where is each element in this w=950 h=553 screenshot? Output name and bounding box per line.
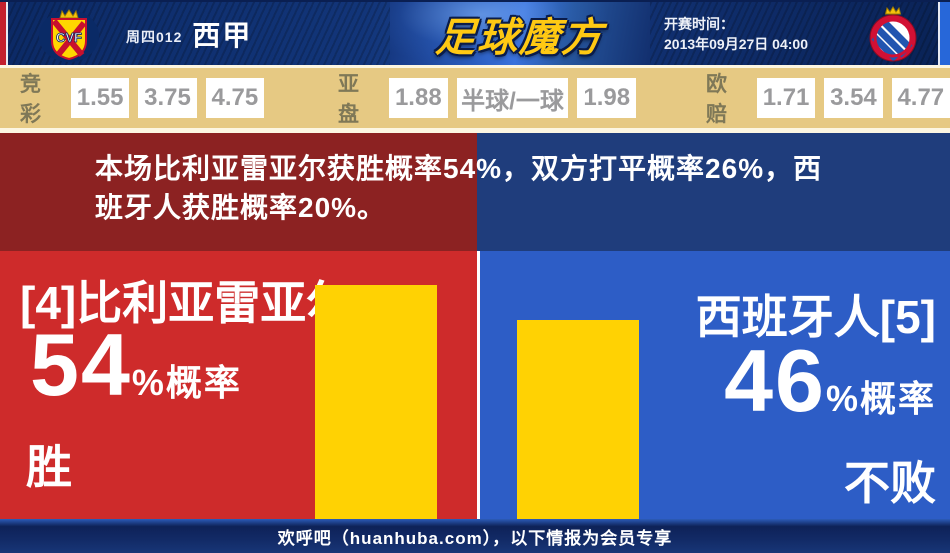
away-probability-bar [517, 320, 639, 519]
probability-summary-text: 本场比利亚雷亚尔获胜概率54%，双方打平概率26%，西 班牙人获胜概率20%。 [95, 149, 885, 227]
odds-group-yapan: 亚盘 1.88 半球/一球 1.98 [338, 68, 636, 128]
banner-home-half [0, 133, 477, 251]
site-logo: 足球魔方 [434, 15, 606, 60]
away-panel: 西班牙人[5] 46 %概率 不败 [480, 251, 950, 519]
header-main: CVF 周四012 西甲 足球魔方 开赛时间： 2013年09月27日 04:0… [8, 2, 938, 65]
home-panel: [4]比利亚雷亚尔 54 %概率 胜 [0, 251, 477, 519]
away-probability: 46 %概率 [724, 331, 936, 430]
footer-text: 欢呼吧（huanhuba.com），以下情报为会员专享 [277, 528, 673, 548]
header: CVF 周四012 西甲 足球魔方 开赛时间： 2013年09月27日 04:0… [0, 2, 950, 65]
summary-line-1: 本场比利亚雷亚尔获胜概率54%，双方打平概率26%，西 [95, 153, 823, 184]
odds-group-jingcai: 竞彩 1.55 3.75 4.75 [20, 68, 265, 128]
odds-value-box: 1.88 [389, 78, 448, 118]
banner-away-half [477, 133, 950, 251]
odds-group-oupei: 欧赔 1.71 3.54 4.77 [706, 68, 950, 128]
away-color-edge [938, 2, 950, 65]
home-color-edge [0, 2, 8, 65]
kickoff-time: 2013年09月27日 04:00 [664, 36, 808, 52]
away-outcome: 不败 [844, 457, 936, 509]
kickoff-label: 开赛时间： [664, 16, 734, 32]
home-probability: 54 %概率 [30, 315, 242, 414]
espanyol-crest-icon [869, 6, 917, 62]
odds-value-box: 1.71 [756, 78, 816, 118]
odds-label-jingcai: 竞彩 [20, 73, 41, 126]
site-logo-panel: 足球魔方 [390, 2, 650, 65]
odds-label-yapan: 亚盘 [338, 73, 360, 126]
probability-summary-banner: 本场比利亚雷亚尔获胜概率54%，双方打平概率26%，西 班牙人获胜概率20%。 [0, 133, 950, 251]
odds-value-box: 4.75 [205, 78, 265, 118]
home-outcome: 胜 [26, 441, 72, 493]
summary-line-2: 班牙人获胜概率20%。 [95, 192, 387, 223]
home-percent-suffix: %概率 [131, 362, 242, 403]
footer-bar: 欢呼吧（huanhuba.com），以下情报为会员专享 [0, 519, 950, 553]
home-probability-bar [315, 285, 437, 519]
away-team-name: 西班牙人[5] [695, 291, 936, 343]
prediction-area: [4]比利亚雷亚尔 54 %概率 胜 西班牙人[5] 46 %概率 不败 [0, 251, 950, 519]
odds-value-box: 4.77 [891, 78, 950, 118]
league-name: 西甲 [192, 19, 253, 51]
villarreal-monogram: CVF [56, 30, 82, 45]
away-percent-value: 46 [724, 331, 826, 430]
away-percent-suffix: %概率 [825, 378, 936, 419]
kickoff-info: 开赛时间： 2013年09月27日 04:00 [664, 14, 808, 54]
match-code: 周四012 [126, 28, 183, 45]
odds-handicap-box: 半球/一球 [456, 78, 569, 118]
home-team-name: [4]比利亚雷亚尔 [20, 277, 353, 329]
odds-value-box: 1.98 [577, 78, 636, 118]
odds-label-oupei: 欧赔 [705, 73, 727, 126]
home-percent-value: 54 [30, 315, 132, 414]
match-info: 周四012 西甲 [126, 2, 252, 65]
panel-divider [477, 251, 480, 519]
odds-strip: 竞彩 1.55 3.75 4.75 亚盘 1.88 半球/一球 1.98 欧赔 … [0, 65, 950, 133]
odds-value-box: 3.54 [824, 78, 883, 118]
odds-value-box: 1.55 [70, 78, 130, 118]
villarreal-crest-icon: CVF [39, 9, 99, 62]
odds-value-box: 3.75 [138, 78, 197, 118]
top-border-line [0, 0, 950, 2]
